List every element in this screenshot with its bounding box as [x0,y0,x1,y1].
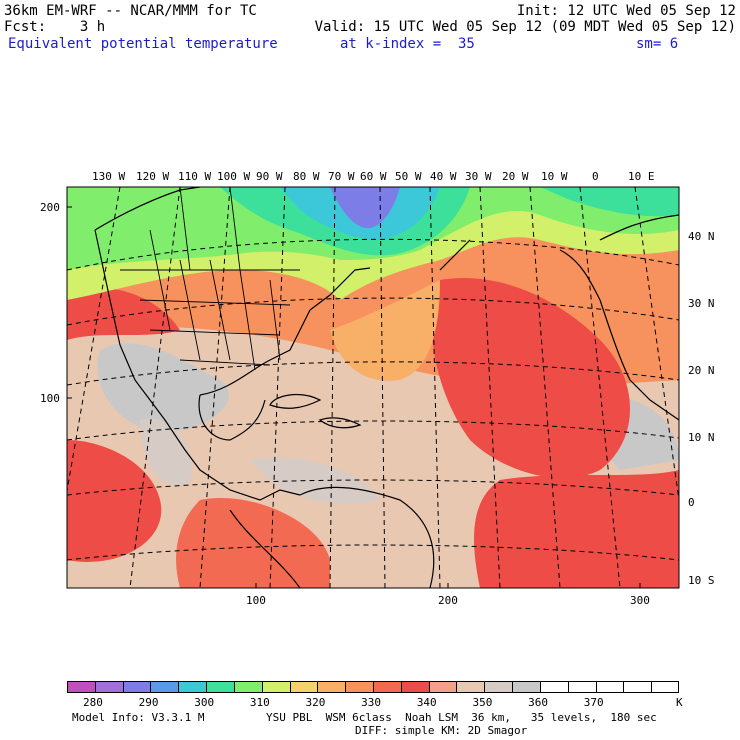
colorbar-tick-label: 350 [472,696,493,709]
colorbar-tick-label: 310 [249,696,270,709]
lon-label: 60 W [360,170,387,183]
model-info: Model Info: V3.3.1 M [72,711,205,724]
lon-label: 100 W [217,170,250,183]
lon-labels: 130 W 120 W 110 W 100 W 90 W 80 W 70 W 6… [92,170,655,183]
colorbar-swatch [233,681,263,693]
lat-label: 30 N [688,297,715,310]
colorbar-swatch [317,681,346,693]
lat-label: 20 N [688,364,715,377]
map-frame [66,186,680,589]
grid-label-left: 100 [40,392,60,405]
init-time: Init: 12 UTC Wed 05 Sep 12 [516,3,736,19]
lon-label: 10 W [541,170,568,183]
colorbar-swatch [289,681,318,693]
colorbar-tick-label: 340 [416,696,437,709]
grid-label-left: 200 [40,201,60,214]
lon-label: 70 W [328,170,355,183]
lat-label: 40 N [688,230,715,243]
colorbar-swatch [150,681,179,693]
colorbar-swatch [595,681,624,693]
colorbar-tick-label: 290 [138,696,159,709]
colorbar-swatch [623,681,652,693]
grid-label-bottom: 100 [246,594,266,607]
coastlines [94,187,679,588]
level-label: at k-index = 35 [340,36,475,52]
colorbar-swatch [261,681,291,693]
political-borders [120,187,300,371]
colorbar-tick-label: 330 [361,696,382,709]
lat-label: 10 N [688,431,715,444]
colorbar-unit: K [676,696,683,709]
colorbar-swatch [651,681,680,693]
grid-label-bottom: 200 [438,594,458,607]
physics-line-2: DIFF: simple KM: 2D Smagor [355,724,528,737]
colorbar-swatch [122,681,151,693]
lon-label: 10 E [628,170,655,183]
lon-label: 0 [592,170,599,183]
theta-e-field [67,187,679,588]
frame-ticks [67,206,641,588]
colorbar-swatch [94,681,124,693]
colorbar-swatch [428,681,457,693]
lon-label: 130 W [92,170,125,183]
colorbar-swatch [373,681,402,693]
lon-label: 20 W [502,170,529,183]
model-title: 36km EM-WRF -- NCAR/MMM for TC [4,3,257,19]
lon-label: 110 W [178,170,211,183]
lon-label: 120 W [136,170,169,183]
colorbar-swatch [178,681,207,693]
lat-label: 0 [688,496,695,509]
colorbar-swatch [484,681,513,693]
colorbar-tick-label: 320 [305,696,326,709]
colorbar-tick-label: 280 [83,696,103,709]
lon-label: 90 W [256,170,283,183]
lat-label: 10 S [688,574,715,587]
lon-label: 50 W [395,170,422,183]
valid-time: Valid: 15 UTC Wed 05 Sep 12 (09 MDT Wed … [314,19,736,35]
colorbar-tick-label: 300 [194,696,215,709]
smoothing-label: sm= 6 [636,36,679,52]
colorbar-swatch [400,681,430,693]
lon-label: 80 W [293,170,320,183]
colorbar-swatch [512,681,541,693]
field-name: Equivalent potential temperature [8,36,278,52]
colorbar-swatch [345,681,374,693]
colorbar-swatch [456,681,485,693]
grid-index-labels: 200 100 100 200 300 [40,201,650,607]
lat-lon-grid [67,187,679,588]
colorbar-swatch [567,681,597,693]
colorbar-tick-label: 370 [583,696,604,709]
colorbar-swatch [539,681,569,693]
colorbar-tick-label: 360 [528,696,548,709]
physics-line-1: YSU PBL WSM 6class Noah LSM 36 km, 35 le… [266,711,657,724]
lon-label: 30 W [465,170,492,183]
grid-label-bottom: 300 [630,594,650,607]
forecast-hour: Fcst: 3 h [4,19,106,35]
lat-labels: 40 N 30 N 20 N 10 N 0 10 S [688,230,715,587]
colorbar-swatch [67,681,96,693]
colorbar-swatch [206,681,235,693]
lon-label: 40 W [430,170,457,183]
